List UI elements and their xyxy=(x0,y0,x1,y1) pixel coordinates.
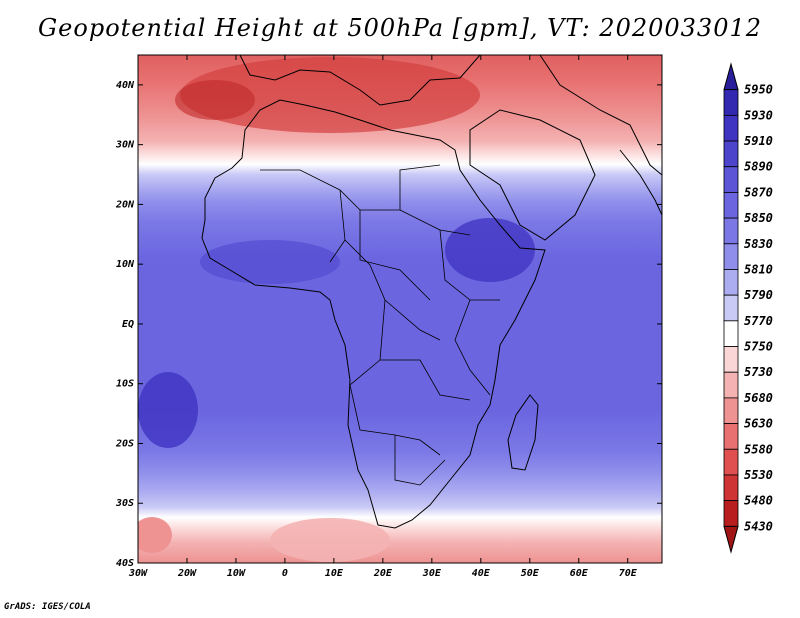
lat-tick-label: 40S xyxy=(116,558,134,569)
madagascar-coastline xyxy=(507,394,539,471)
colorbar-swatch xyxy=(723,294,739,322)
europe-coastline xyxy=(239,55,481,106)
colorbar-level-label: 5480 xyxy=(744,494,773,508)
lat-tick-label: 30N xyxy=(115,140,135,151)
colorbar-level-label: 5810 xyxy=(744,262,773,276)
colorbar-level-label: 5530 xyxy=(744,468,773,482)
high-center-east-africa xyxy=(445,218,535,282)
map-title: Geopotential Height at 500hPa [gpm], VT:… xyxy=(38,14,762,42)
colorbar-level-label: 5750 xyxy=(744,340,773,354)
colorbar-level-label: 5930 xyxy=(744,108,773,122)
map-plot-area xyxy=(138,55,662,563)
colorbar-swatch xyxy=(723,397,739,424)
colorbar-top-arrow xyxy=(723,62,739,91)
lat-tick-label: 20N xyxy=(115,199,135,210)
arabian-peninsula-coastline xyxy=(469,109,596,241)
colorbar-swatch xyxy=(723,423,739,450)
lat-tick-label: 30S xyxy=(115,498,134,509)
colorbar-level-label: 5850 xyxy=(744,211,773,225)
colorbar-swatch xyxy=(723,269,739,296)
colorbar-swatch xyxy=(723,371,739,399)
lon-tick-label: 30E xyxy=(422,568,442,579)
lon-tick-label: 70E xyxy=(619,568,638,579)
colorbar-level-label: 5950 xyxy=(744,83,773,97)
colorbar-swatch xyxy=(723,140,739,168)
colorbar-level-label: 5830 xyxy=(744,237,773,251)
africa-coastline xyxy=(201,99,546,529)
lat-tick-label: EQ xyxy=(122,319,134,330)
colorbar-swatch xyxy=(723,192,739,219)
lon-tick-label: 30W xyxy=(128,568,148,579)
colorbar-level-label: 5790 xyxy=(744,288,773,302)
latitude-axis: 40N 30N 20N 10N EQ 10S 20S 30S 40S xyxy=(115,80,662,569)
colorbar-swatch xyxy=(723,166,739,193)
colorbar-swatch xyxy=(723,243,739,270)
colorbar-level-label: 5770 xyxy=(744,314,773,328)
colorbar-level-label: 5630 xyxy=(744,417,773,431)
coastlines-and-borders xyxy=(201,55,662,529)
high-zone-west-africa xyxy=(200,240,340,284)
colorbar-level-label: 5870 xyxy=(744,185,773,199)
lon-tick-label: 60E xyxy=(570,568,589,579)
colorbar-swatch xyxy=(723,89,739,116)
lon-tick-label: 20E xyxy=(373,568,393,579)
colorbar-level-label: 5730 xyxy=(744,365,773,379)
lat-tick-label: 10N xyxy=(116,259,135,270)
colorbar-level-label: 5910 xyxy=(744,134,773,148)
longitude-axis: 30W 20W 10W 0 10E 20E 30E 40E 50E 60E 70E xyxy=(128,55,638,579)
lon-tick-label: 50E xyxy=(521,568,540,579)
lon-tick-label: 10E xyxy=(325,568,344,579)
colorbar-swatch xyxy=(723,114,739,142)
colorbar-swatch xyxy=(723,448,739,476)
colorbar-level-label: 5890 xyxy=(744,160,773,174)
country-borders xyxy=(260,164,500,486)
colorbar-swatch xyxy=(723,217,739,245)
lat-tick-label: 10S xyxy=(116,379,134,390)
low-zone-south xyxy=(270,518,390,562)
colorbar-swatch xyxy=(723,474,739,502)
colorbar-swatch xyxy=(723,320,739,347)
colorbar-swatch xyxy=(723,346,739,373)
colorbar-level-label: 5580 xyxy=(744,442,773,456)
lat-tick-label: 20S xyxy=(115,438,134,449)
colorbar-level-label: 5680 xyxy=(744,391,773,405)
high-center-south-atlantic xyxy=(138,372,198,448)
low-center-southwest xyxy=(138,517,172,553)
low-center-northwest xyxy=(175,80,255,120)
height-field xyxy=(138,55,662,563)
lon-tick-label: 10W xyxy=(227,568,246,579)
lon-tick-label: 40E xyxy=(472,568,491,579)
asia-coastline xyxy=(539,55,662,176)
lon-tick-label: 0 xyxy=(282,568,288,579)
lon-tick-label: 20W xyxy=(177,568,197,579)
colorbar-bottom-arrow xyxy=(723,525,739,554)
credit-label: GrADS: IGES/COLA xyxy=(4,602,91,612)
colorbar-level-label: 5430 xyxy=(744,519,773,533)
colorbar: 5950 5930 5910 5890 5870 5850 5830 5810 5790 5770… xyxy=(723,62,773,554)
india-coastline xyxy=(619,149,662,216)
colorbar-swatch xyxy=(723,500,739,527)
lat-tick-label: 40N xyxy=(116,80,135,91)
map-frame xyxy=(137,54,663,564)
